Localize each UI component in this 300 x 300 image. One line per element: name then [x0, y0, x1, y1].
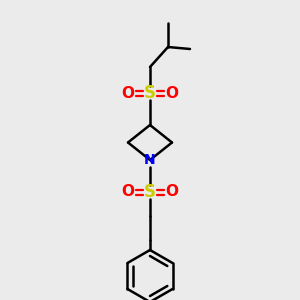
Text: N: N — [144, 153, 156, 167]
Text: S: S — [144, 84, 156, 102]
Text: S: S — [144, 183, 156, 201]
Text: O: O — [122, 184, 134, 200]
Text: O: O — [166, 85, 178, 100]
Text: O: O — [122, 85, 134, 100]
Text: O: O — [166, 184, 178, 200]
